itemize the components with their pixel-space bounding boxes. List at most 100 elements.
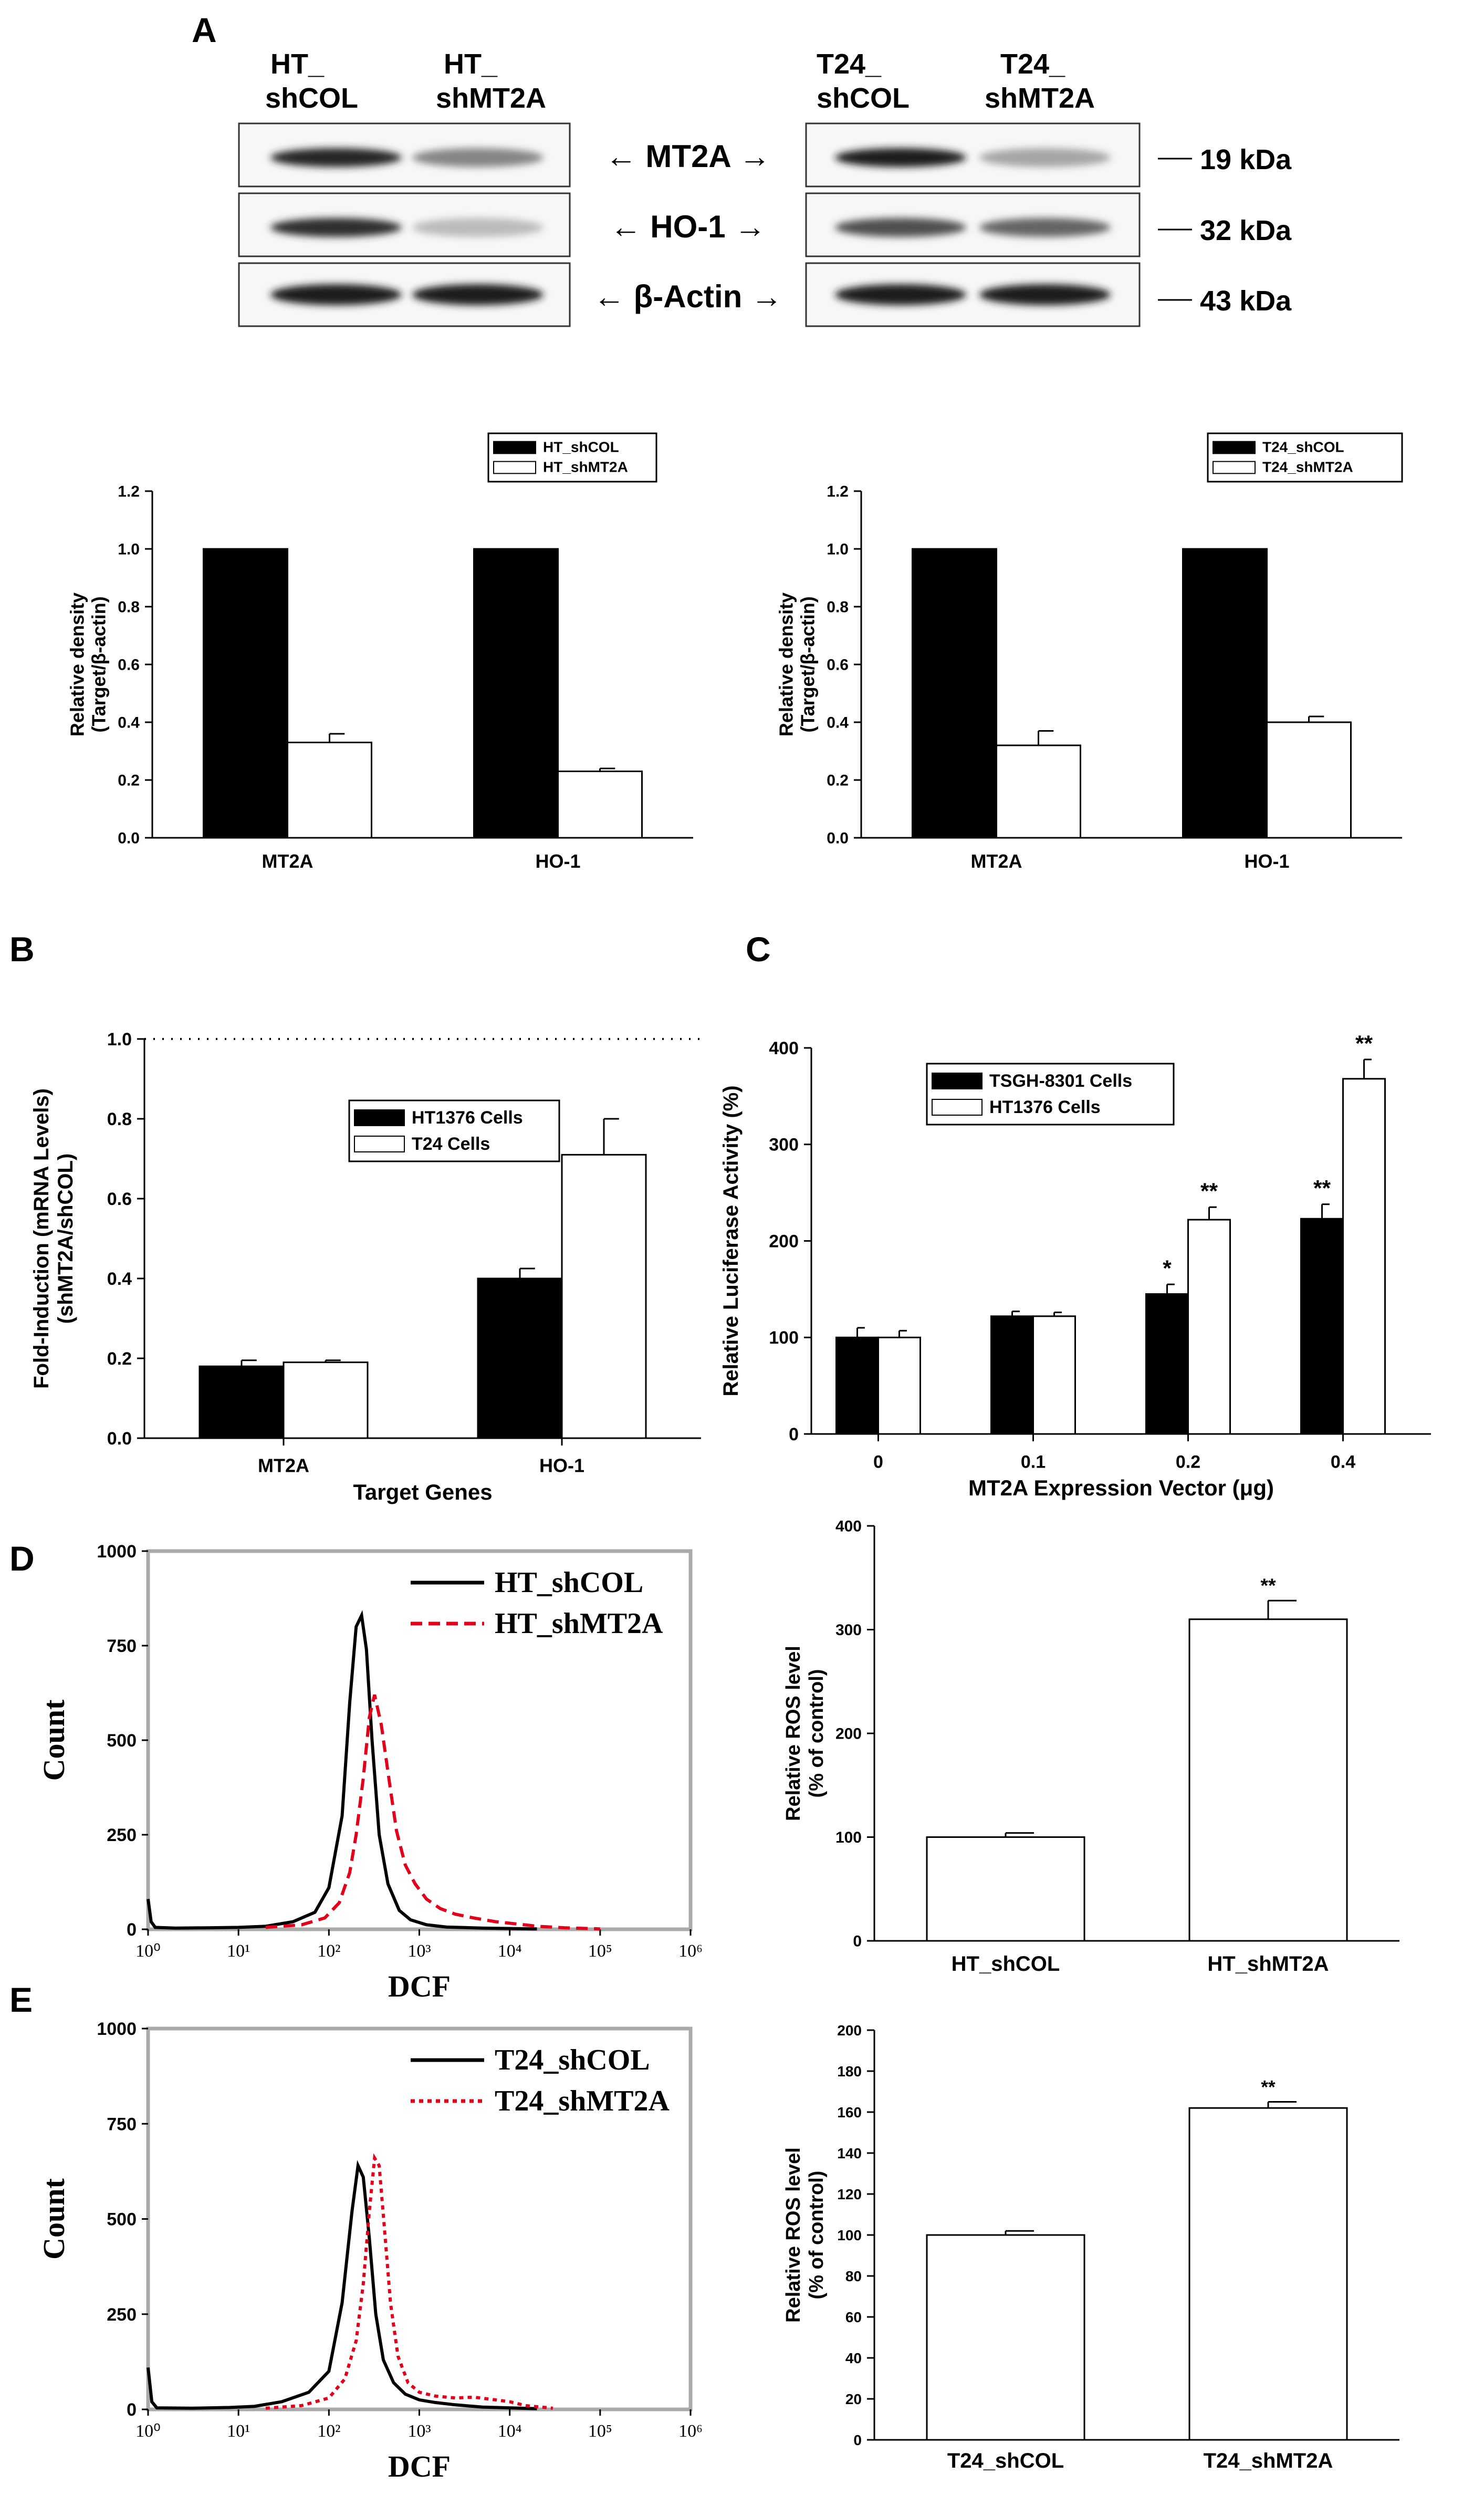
x-tick-label: T24_shCOL bbox=[947, 2449, 1064, 2472]
x-tick-label: HO-1 bbox=[539, 1455, 584, 1477]
x-tick-label: 10⁶ bbox=[678, 1941, 703, 1961]
bar-tsgh-8301-cells-0-1 bbox=[990, 1315, 1034, 1435]
x-tick-label: T24_shMT2A bbox=[1204, 2449, 1333, 2472]
band-ht-mt2a-lane-1 bbox=[270, 148, 402, 167]
y-tick-label: 0.8 bbox=[827, 599, 849, 616]
bar-ht-shmt2a-ho-1 bbox=[557, 771, 643, 839]
size-marker-43kda: 43 kDa bbox=[1200, 285, 1292, 317]
y-tick-label: 40 bbox=[845, 2350, 862, 2366]
bar-ht-shcol-mt2a bbox=[203, 548, 288, 839]
y-axis-label: Relative density bbox=[66, 592, 88, 736]
y-tick-label: 0.4 bbox=[118, 714, 140, 732]
band-t24-mt2a-lane-2 bbox=[979, 148, 1111, 167]
legend-swatch-tsgh-8301-cells bbox=[932, 1073, 983, 1089]
band-ht-ho1-lane-2 bbox=[412, 218, 544, 237]
y-tick-label: 0.0 bbox=[107, 1429, 132, 1449]
bar-t24-cells-ho-1 bbox=[561, 1153, 647, 1439]
x-axis-label: DCF bbox=[388, 2449, 451, 2483]
lane-header-ht-shmt2a-line2: shMT2A bbox=[436, 82, 546, 114]
y-tick-label: 400 bbox=[835, 1518, 862, 1535]
bar-ht-shcol-ho-1 bbox=[473, 548, 559, 839]
y-tick-label: 160 bbox=[837, 2104, 862, 2120]
western-blot bbox=[238, 122, 1141, 327]
band-ht-mt2a-lane-2 bbox=[412, 148, 544, 167]
y-tick-label: 400 bbox=[769, 1038, 799, 1058]
y-tick-label: 0.2 bbox=[118, 772, 140, 789]
bar-t24-cells-mt2a bbox=[283, 1361, 369, 1439]
band-t24-actin-lane-1 bbox=[835, 284, 966, 305]
y-tick-label: 0.0 bbox=[118, 830, 140, 847]
y-axis-label: Count bbox=[37, 1699, 71, 1781]
blot-arrow-labels: ← MT2A → ← HO-1 → ← β-Actin → bbox=[593, 139, 782, 314]
legend-label-ht-shcol: HT_shCOL bbox=[495, 1566, 643, 1599]
legend-swatch-ht-shmt2a bbox=[493, 461, 536, 474]
bar-value-t24-shmt2a bbox=[1188, 2107, 1348, 2441]
y-tick-label: 0.0 bbox=[827, 830, 849, 847]
legend-label-t24-shmt2a: T24_shMT2A bbox=[1262, 459, 1353, 475]
x-tick-label: 10² bbox=[317, 2421, 340, 2441]
legend-swatch-t24-shmt2a bbox=[1213, 461, 1256, 474]
x-tick-label: HO-1 bbox=[535, 850, 580, 872]
bar-ht1376-cells-0 bbox=[877, 1336, 921, 1435]
size-marker-32kda: 32 kDa bbox=[1200, 215, 1292, 246]
bar-value-ht-shcol bbox=[926, 1836, 1085, 1942]
legend-label-ht-shmt2a: HT_shMT2A bbox=[543, 459, 628, 475]
band-t24-ho1-lane-2 bbox=[979, 218, 1111, 237]
panel-label-d: D bbox=[9, 1539, 35, 1578]
chart-d-right: 0 100 200 300 400 Relative ROS level (% of con… bbox=[782, 1518, 1399, 1976]
y-tick-label: 500 bbox=[107, 2210, 137, 2230]
legend-label-t24-shcol: T24_shCOL bbox=[495, 2044, 650, 2076]
y-axis-label: Relative Luciferase Activity (%) bbox=[719, 1085, 743, 1396]
x-tick-label: HT_shCOL bbox=[952, 1952, 1060, 1976]
y-tick-label: 0.6 bbox=[107, 1189, 132, 1209]
legend-label-t24-shmt2a: T24_shMT2A bbox=[495, 2085, 670, 2117]
legend-swatch-ht1376-cells bbox=[354, 1109, 405, 1126]
y-tick-label: 120 bbox=[837, 2186, 862, 2202]
histogram-line-t24-shcol bbox=[147, 2160, 537, 2410]
chart-a-right: 0.0 0.2 0.4 0.6 0.8 1.0 1.2 Relative density (Ta… bbox=[775, 432, 1403, 872]
y-tick-label: 60 bbox=[845, 2309, 862, 2325]
band-ht-actin-lane-1 bbox=[270, 284, 402, 305]
band-t24-ho1-lane-1 bbox=[835, 218, 966, 237]
legend-swatch-t24-shcol bbox=[1213, 441, 1256, 454]
significance-marker: ** bbox=[1313, 1177, 1331, 1201]
y-tick-label: 200 bbox=[835, 1725, 862, 1743]
legend-label-ht1376-cells: HT1376 Cells bbox=[412, 1108, 523, 1128]
x-axis-label: MT2A Expression Vector (μg) bbox=[968, 1475, 1274, 1500]
legend-label-ht-shcol: HT_shCOL bbox=[543, 439, 619, 455]
x-tick-label: MT2A bbox=[971, 850, 1022, 872]
y-tick-label: 1.0 bbox=[118, 541, 140, 558]
legend-label-t24-cells: T24 Cells bbox=[412, 1134, 490, 1154]
lane-header-t24-shcol-line2: shCOL bbox=[817, 82, 910, 114]
lane-header-t24-shmt2a-line2: shMT2A bbox=[985, 82, 1095, 114]
x-tick-label: 10¹ bbox=[227, 1941, 250, 1961]
arrow-label-mt2a: ← MT2A → bbox=[605, 139, 770, 174]
significance-marker: * bbox=[1163, 1256, 1172, 1281]
bar-tsgh-8301-cells-0-4 bbox=[1300, 1218, 1344, 1435]
y-tick-label: 0 bbox=[853, 1933, 862, 1950]
y-tick-label: 750 bbox=[107, 1636, 137, 1656]
y-tick-label: 500 bbox=[107, 1731, 137, 1751]
y-axis-label: Relative ROS level bbox=[782, 1646, 804, 1821]
y-tick-label: 100 bbox=[837, 2227, 862, 2243]
panel-label-e: E bbox=[9, 1980, 33, 2019]
y-axis-label: (% of control) bbox=[806, 1669, 828, 1798]
bar-t24-shmt2a-ho-1 bbox=[1266, 721, 1352, 839]
x-tick-label: 0.4 bbox=[1331, 1452, 1355, 1472]
arrow-label-ho1: ← HO-1 → bbox=[610, 209, 766, 244]
y-tick-label: 1000 bbox=[97, 2019, 137, 2039]
legend-swatch-t24-cells bbox=[354, 1136, 405, 1152]
chart-e-left: 0 250 500 750 1000 10⁰ 10¹ 10² 10³ 10⁴ 10⁵ 10⁶ DCF Co… bbox=[37, 2019, 703, 2483]
legend-label-ht-shmt2a: HT_shMT2A bbox=[495, 1607, 663, 1640]
y-tick-label: 250 bbox=[107, 1825, 137, 1845]
y-tick-label: 80 bbox=[845, 2268, 862, 2284]
y-tick-label: 0.2 bbox=[827, 772, 849, 789]
y-axis-label: Fold-Induction (mRNA Levels) bbox=[30, 1088, 53, 1389]
legend-swatch-ht-shcol bbox=[493, 441, 536, 454]
y-tick-label: 0 bbox=[789, 1425, 799, 1444]
x-tick-label: 0 bbox=[873, 1452, 883, 1472]
histogram-line-ht-shcol bbox=[147, 1610, 537, 1931]
chart-b: 0.0 0.2 0.4 0.6 0.8 1.0 Fold-Induction (mRNA L… bbox=[30, 1030, 701, 1504]
y-tick-label: 1.0 bbox=[827, 541, 849, 558]
band-ht-ho1-lane-1 bbox=[270, 218, 402, 237]
